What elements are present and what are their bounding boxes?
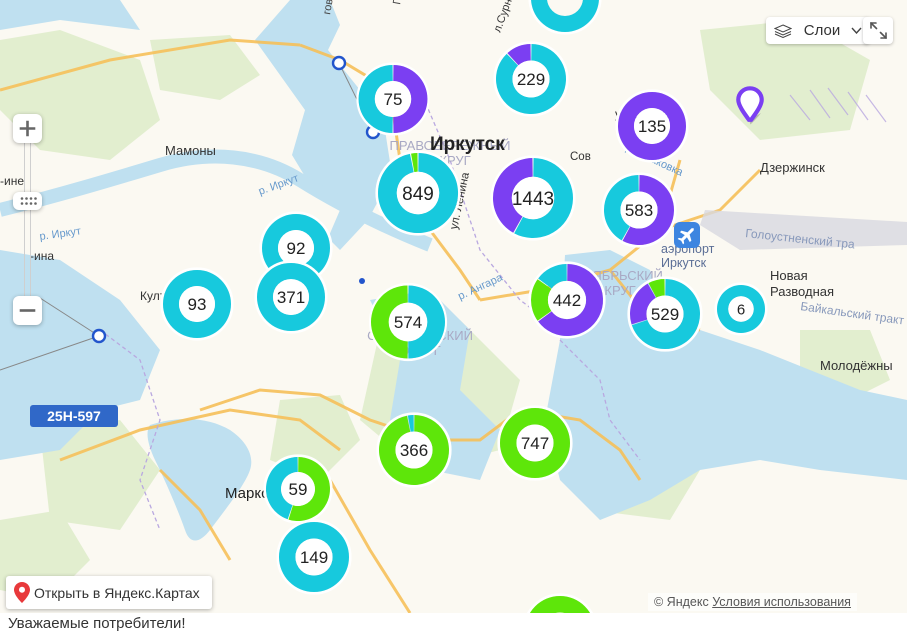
svg-text:229: 229 [517, 70, 545, 89]
svg-text:574: 574 [394, 313, 422, 332]
svg-text:75: 75 [384, 90, 403, 109]
svg-text:366: 366 [400, 441, 428, 460]
svg-text:442: 442 [553, 291, 581, 310]
svg-text:59: 59 [289, 480, 308, 499]
svg-text:6: 6 [737, 301, 745, 318]
svg-text:529: 529 [651, 305, 679, 324]
svg-text:371: 371 [277, 288, 305, 307]
svg-text:747: 747 [521, 434, 549, 453]
svg-text:583: 583 [625, 201, 653, 220]
svg-text:93: 93 [188, 295, 207, 314]
svg-text:149: 149 [300, 548, 328, 567]
svg-text:1443: 1443 [512, 189, 554, 210]
svg-text:92: 92 [287, 239, 306, 258]
svg-text:849: 849 [402, 184, 434, 205]
svg-text:135: 135 [638, 117, 666, 136]
